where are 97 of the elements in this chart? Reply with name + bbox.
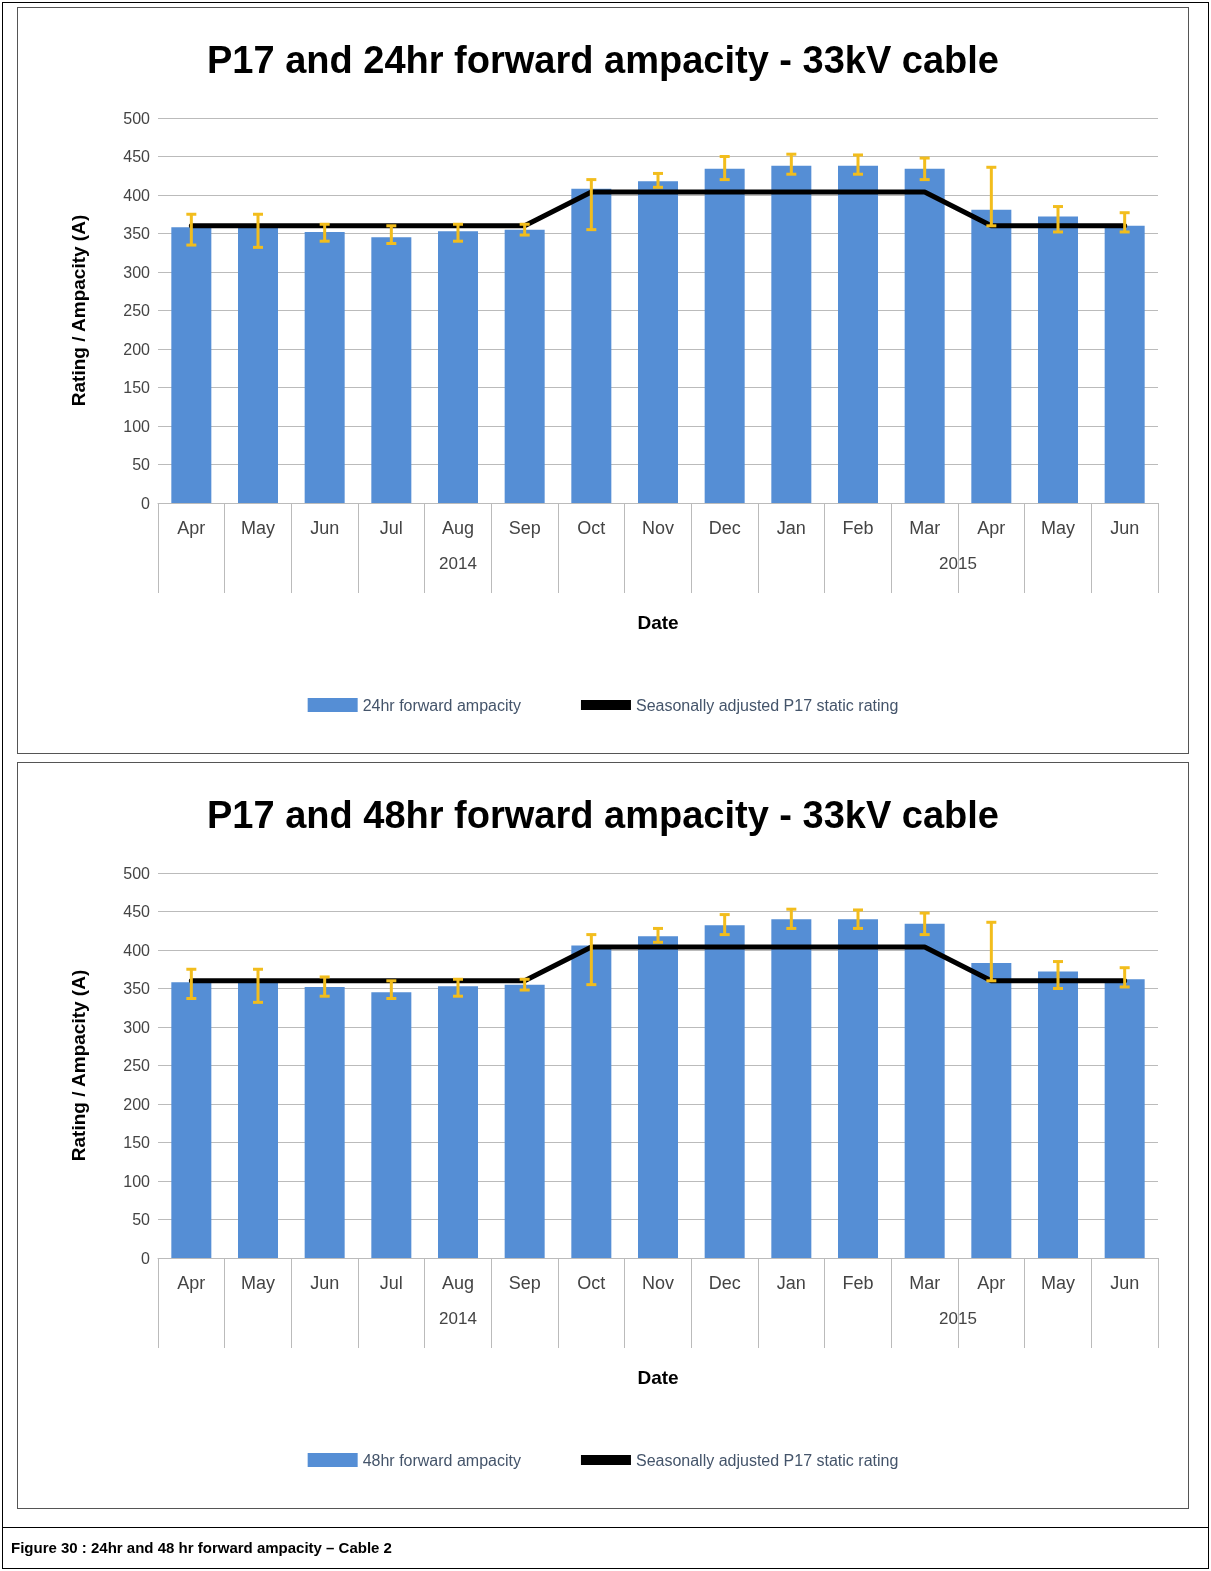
bar bbox=[638, 936, 678, 1258]
y-tick-label: 150 bbox=[123, 1134, 151, 1151]
bar bbox=[371, 237, 412, 503]
y-tick-label: 200 bbox=[123, 1095, 151, 1113]
y-tick-label: 50 bbox=[132, 1211, 151, 1228]
y-tick-label: 500 bbox=[123, 109, 151, 127]
x-tick-label: Apr bbox=[977, 1273, 1006, 1293]
y-tick-label: 500 bbox=[123, 864, 151, 882]
legend-label: Seasonally adjusted P17 static rating bbox=[635, 1451, 899, 1469]
x-tick-label: Apr bbox=[977, 518, 1006, 538]
x-tick-label: Jun bbox=[310, 518, 340, 538]
y-tick-label: 0 bbox=[141, 494, 151, 512]
caption: Figure 30 : 24hr and 48 hr forward ampacity – Cable 2 bbox=[11, 1539, 392, 1556]
bar bbox=[171, 227, 212, 503]
bar bbox=[438, 231, 478, 503]
y-tick-label: 250 bbox=[123, 302, 151, 319]
x-tick-label: Mar bbox=[909, 1273, 941, 1293]
bar bbox=[771, 165, 812, 503]
x-tick-label: Apr bbox=[177, 518, 206, 538]
y-tick-label: 400 bbox=[123, 941, 151, 959]
x-tick-label: Jul bbox=[379, 518, 403, 538]
x-tick-label: Jan bbox=[776, 518, 806, 538]
x-tick-label: Mar bbox=[909, 518, 941, 538]
x-tick-label: Jun bbox=[310, 1273, 340, 1293]
y-tick-label: 150 bbox=[123, 379, 151, 396]
y-tick-label: 300 bbox=[123, 1018, 151, 1036]
legend-label: Seasonally adjusted P17 static rating bbox=[635, 696, 899, 714]
bar bbox=[904, 168, 945, 503]
y-tick-label: 400 bbox=[123, 186, 151, 204]
x-axis-title: Date bbox=[637, 612, 679, 633]
x-tick-label: Feb bbox=[842, 518, 874, 538]
bar bbox=[838, 165, 878, 503]
chart-title: P17 and 24hr forward ampacity - 33kV cable bbox=[206, 39, 1000, 81]
x-tick-label: May bbox=[240, 518, 276, 538]
y-tick-label: 450 bbox=[123, 148, 151, 165]
x-tick-label: Jan bbox=[776, 1273, 806, 1293]
bar bbox=[304, 986, 345, 1258]
x-axis-title: Date bbox=[637, 1367, 679, 1388]
bar bbox=[771, 919, 812, 1258]
bar bbox=[238, 228, 278, 503]
text: 2014 bbox=[439, 553, 477, 573]
bar bbox=[971, 963, 1012, 1258]
y-tick-label: 300 bbox=[123, 263, 151, 281]
x-tick-label: Sep bbox=[508, 518, 541, 538]
bar bbox=[838, 919, 878, 1258]
bar bbox=[304, 231, 345, 503]
y-axis-title: Rating / Ampacity (A) bbox=[68, 969, 89, 1162]
legend-label: 24hr forward ampacity bbox=[362, 696, 521, 714]
x-tick-label: Dec bbox=[708, 1273, 741, 1293]
bar bbox=[1038, 971, 1078, 1258]
bar bbox=[704, 168, 745, 503]
bar bbox=[638, 181, 678, 503]
x-tick-label: Apr bbox=[177, 1273, 206, 1293]
bar bbox=[571, 188, 612, 503]
y-tick-label: 50 bbox=[132, 456, 151, 473]
bar bbox=[971, 209, 1012, 503]
y-tick-label: 350 bbox=[123, 980, 151, 997]
x-tick-label: Jun bbox=[1110, 518, 1140, 538]
x-tick-label: May bbox=[1040, 1273, 1076, 1293]
x-tick-label: Aug bbox=[441, 518, 475, 538]
x-tick-label: Aug bbox=[441, 1273, 475, 1293]
chart-title: P17 and 48hr forward ampacity - 33kV cable bbox=[206, 794, 1000, 836]
bar bbox=[238, 983, 278, 1258]
bar bbox=[1104, 225, 1145, 503]
y-axis-title: Rating / Ampacity (A) bbox=[68, 214, 89, 407]
x-tick-label: Jul bbox=[379, 1273, 403, 1293]
y-tick-label: 350 bbox=[123, 225, 151, 242]
x-tick-label: Sep bbox=[508, 1273, 541, 1293]
bar bbox=[438, 986, 478, 1258]
x-tick-label: Jun bbox=[1110, 1273, 1140, 1293]
bar bbox=[504, 984, 545, 1258]
text: 2015 bbox=[939, 1308, 977, 1328]
bar bbox=[1038, 216, 1078, 503]
text: 2014 bbox=[439, 1308, 477, 1328]
x-tick-label: Nov bbox=[641, 518, 675, 538]
x-tick-label: Oct bbox=[577, 518, 606, 538]
bar bbox=[504, 229, 545, 503]
bar bbox=[704, 925, 745, 1258]
y-tick-label: 250 bbox=[123, 1057, 151, 1074]
legend-label: 48hr forward ampacity bbox=[362, 1451, 521, 1469]
y-tick-label: 100 bbox=[123, 1172, 151, 1190]
y-tick-label: 100 bbox=[123, 417, 151, 435]
y-tick-label: 450 bbox=[123, 903, 151, 920]
bar bbox=[1104, 979, 1145, 1258]
y-tick-label: 200 bbox=[123, 340, 151, 358]
x-tick-label: Feb bbox=[842, 1273, 874, 1293]
bar bbox=[171, 982, 212, 1258]
bar bbox=[371, 992, 412, 1258]
bar bbox=[904, 923, 945, 1258]
x-tick-label: Dec bbox=[708, 518, 741, 538]
x-tick-label: Oct bbox=[577, 1273, 606, 1293]
x-tick-label: May bbox=[1040, 518, 1076, 538]
bar bbox=[571, 945, 612, 1258]
x-tick-label: Nov bbox=[641, 1273, 675, 1293]
text: 2015 bbox=[939, 553, 977, 573]
y-tick-label: 0 bbox=[141, 1249, 151, 1267]
x-tick-label: May bbox=[240, 1273, 276, 1293]
